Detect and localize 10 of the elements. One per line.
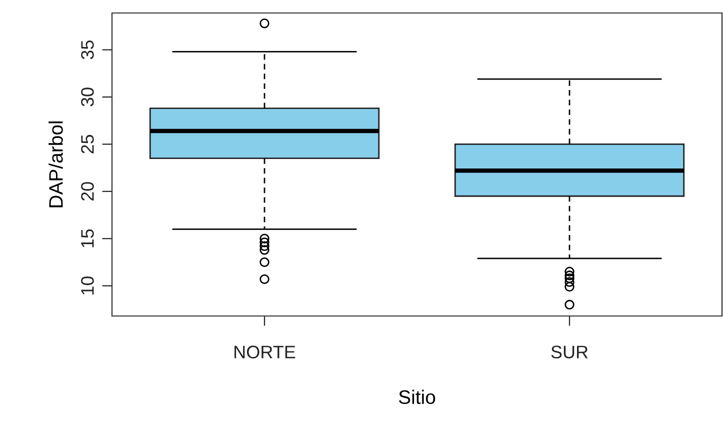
y-tick-label: 15 [81,229,94,248]
y-tick-label: 25 [81,134,94,154]
y-tick-label: 35 [81,40,94,60]
x-tick-label: SUR [551,346,588,358]
x-axis-title: Sitio [398,390,436,404]
y-tick-label: 30 [81,88,94,106]
y-tick-label: 20 [81,182,94,201]
y-tick-label: 10 [81,276,94,294]
x-tick-label: NORTE [234,346,296,358]
y-axis-title: DAP/arbol [48,121,63,208]
